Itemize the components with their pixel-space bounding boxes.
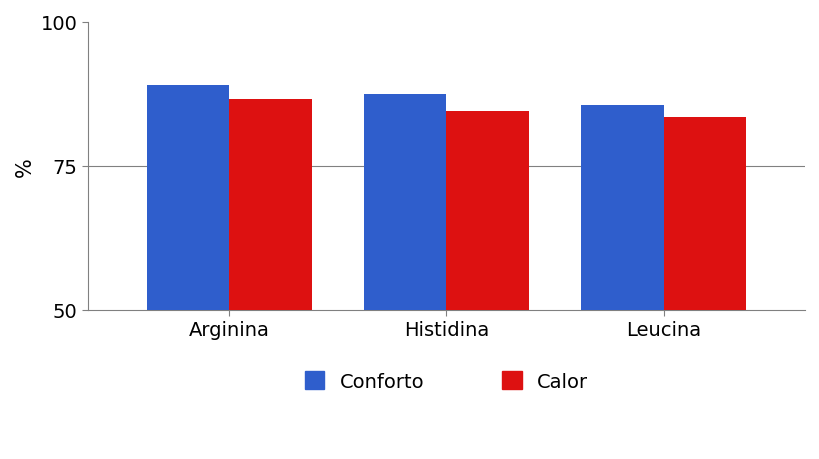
- Legend: Conforto, Calor: Conforto, Calor: [298, 366, 593, 397]
- Bar: [581, 106, 663, 459]
- Bar: [229, 100, 311, 459]
- Y-axis label: %: %: [15, 157, 35, 176]
- Bar: [147, 86, 229, 459]
- Bar: [446, 112, 528, 459]
- Bar: [364, 95, 446, 459]
- Bar: [663, 118, 745, 459]
